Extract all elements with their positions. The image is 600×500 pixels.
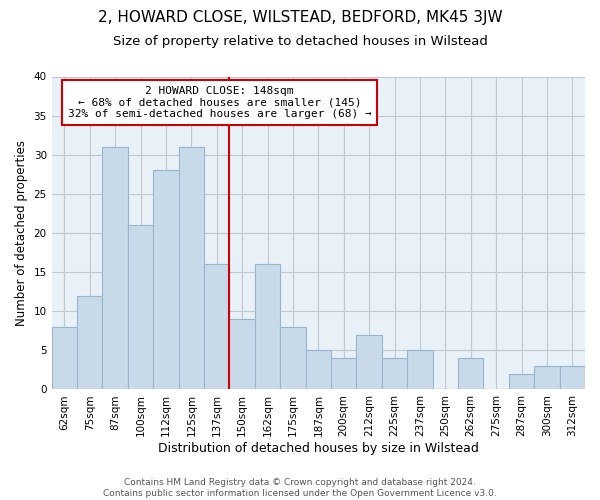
Bar [331, 358, 356, 390]
Bar [255, 264, 280, 390]
Bar [509, 374, 534, 390]
Bar [407, 350, 433, 390]
Bar [458, 358, 484, 390]
X-axis label: Distribution of detached houses by size in Wilstead: Distribution of detached houses by size … [158, 442, 479, 455]
Text: Size of property relative to detached houses in Wilstead: Size of property relative to detached ho… [113, 35, 487, 48]
Bar [382, 358, 407, 390]
Text: 2, HOWARD CLOSE, WILSTEAD, BEDFORD, MK45 3JW: 2, HOWARD CLOSE, WILSTEAD, BEDFORD, MK45… [98, 10, 502, 25]
Bar [305, 350, 331, 390]
Bar [77, 296, 103, 390]
Bar [52, 327, 77, 390]
Text: 2 HOWARD CLOSE: 148sqm
← 68% of detached houses are smaller (145)
32% of semi-de: 2 HOWARD CLOSE: 148sqm ← 68% of detached… [68, 86, 371, 119]
Text: Contains HM Land Registry data © Crown copyright and database right 2024.
Contai: Contains HM Land Registry data © Crown c… [103, 478, 497, 498]
Bar [153, 170, 179, 390]
Bar [280, 327, 305, 390]
Bar [204, 264, 229, 390]
Bar [229, 319, 255, 390]
Bar [356, 334, 382, 390]
Y-axis label: Number of detached properties: Number of detached properties [15, 140, 28, 326]
Bar [128, 225, 153, 390]
Bar [179, 147, 204, 390]
Bar [534, 366, 560, 390]
Bar [560, 366, 585, 390]
Bar [103, 147, 128, 390]
